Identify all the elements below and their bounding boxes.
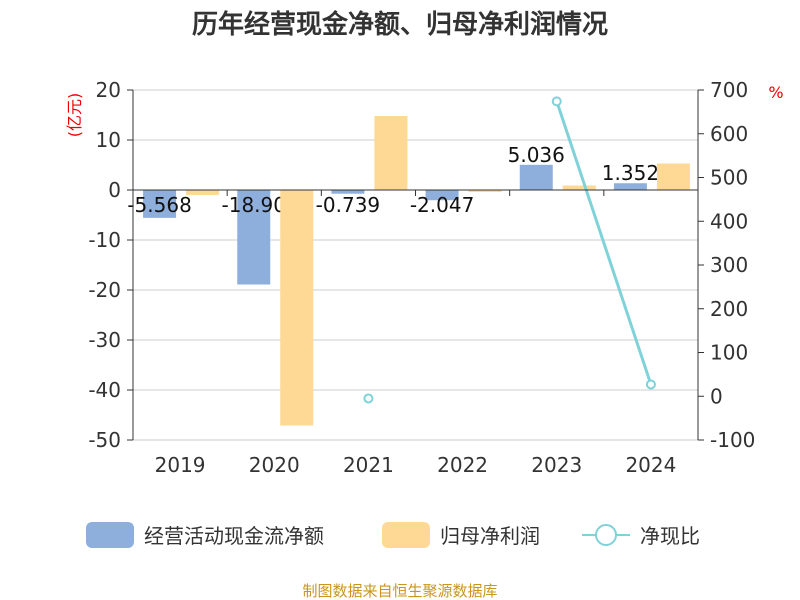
right-tick-label: 300 bbox=[710, 253, 748, 277]
right-tick-label: 500 bbox=[710, 166, 748, 190]
x-tick-label: 2019 bbox=[155, 453, 206, 477]
data-label: 1.352 bbox=[602, 161, 659, 185]
data-label: 5.036 bbox=[508, 143, 565, 167]
left-tick-label: -30 bbox=[88, 328, 121, 352]
right-tick-label: -100 bbox=[710, 428, 755, 452]
legend-swatch-net-profit bbox=[382, 522, 430, 548]
bar-cashflow[interactable] bbox=[613, 183, 647, 190]
left-tick-label: 0 bbox=[108, 178, 121, 202]
left-tick-label: -10 bbox=[88, 228, 121, 252]
left-tick-label: -50 bbox=[88, 428, 121, 452]
ratio-point[interactable] bbox=[363, 393, 374, 404]
right-tick-label: 700 bbox=[710, 78, 748, 102]
legend-label[interactable]: 经营活动现金流净额 bbox=[144, 524, 324, 548]
x-tick-label: 2022 bbox=[437, 453, 488, 477]
legend-label[interactable]: 归母净利润 bbox=[440, 524, 540, 548]
left-tick-label: -20 bbox=[88, 278, 121, 302]
legend-swatch-cashflow bbox=[86, 522, 134, 548]
ratio-line-segment bbox=[555, 100, 653, 385]
legend-label[interactable]: 净现比 bbox=[640, 524, 700, 548]
ratio-point[interactable] bbox=[551, 96, 562, 107]
x-tick-label: 2023 bbox=[531, 453, 582, 477]
bar-cashflow[interactable] bbox=[331, 190, 365, 194]
bar-cashflow[interactable] bbox=[425, 190, 459, 201]
left-axis-unit: (亿元) bbox=[65, 93, 84, 138]
source-note: 制图数据来自恒生聚源数据库 bbox=[302, 582, 497, 600]
left-tick-label: 10 bbox=[96, 128, 121, 152]
legend-marker-ratio bbox=[595, 524, 617, 546]
right-tick-label: 100 bbox=[710, 341, 748, 365]
right-axis-unit: % bbox=[768, 83, 783, 102]
bar-net-profit[interactable] bbox=[374, 116, 408, 190]
left-tick-label: -40 bbox=[88, 378, 121, 402]
bar-net-profit[interactable] bbox=[186, 190, 220, 195]
right-tick-label: 0 bbox=[710, 384, 723, 408]
left-tick-label: 20 bbox=[96, 78, 121, 102]
bar-net-profit[interactable] bbox=[280, 190, 314, 426]
chart-title: 历年经营现金净额、归母净利润情况 bbox=[192, 9, 608, 40]
right-tick-label: 600 bbox=[710, 122, 748, 146]
data-label: -18.90 bbox=[222, 193, 286, 217]
ratio-point[interactable] bbox=[645, 379, 656, 390]
bar-net-profit[interactable] bbox=[468, 190, 502, 192]
bar-net-profit[interactable] bbox=[562, 185, 596, 191]
bar-cashflow[interactable] bbox=[143, 190, 177, 218]
x-tick-label: 2021 bbox=[343, 453, 394, 477]
data-label: -2.047 bbox=[410, 193, 474, 217]
bar-cashflow[interactable] bbox=[519, 164, 553, 190]
x-tick-label: 2024 bbox=[625, 453, 676, 477]
bar-cashflow[interactable] bbox=[237, 190, 271, 285]
right-tick-label: 200 bbox=[710, 297, 748, 321]
x-tick-label: 2020 bbox=[249, 453, 300, 477]
bar-net-profit[interactable] bbox=[656, 163, 690, 191]
right-tick-label: 400 bbox=[710, 209, 748, 233]
data-label: -5.568 bbox=[127, 193, 191, 217]
data-label: -0.739 bbox=[316, 193, 380, 217]
